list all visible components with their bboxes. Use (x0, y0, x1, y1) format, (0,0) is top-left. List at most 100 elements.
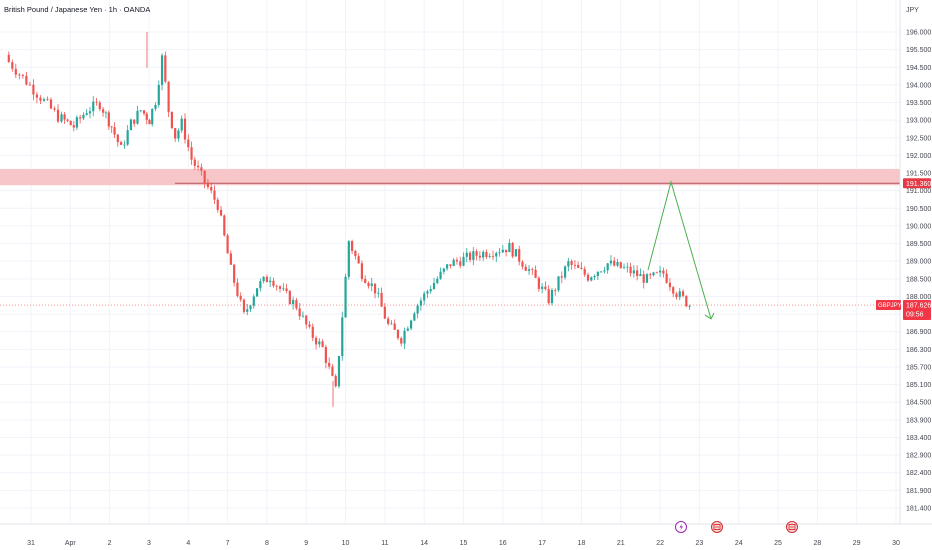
economic-event-icon[interactable] (786, 521, 798, 533)
candle-down (321, 341, 324, 347)
last-price-label: 187.626 (906, 303, 931, 310)
candle-down (236, 282, 239, 296)
price-tick-label: 184.500 (906, 400, 931, 407)
candle-up (318, 341, 321, 345)
time-tick-label: 4 (186, 540, 190, 547)
candle-up (442, 268, 445, 272)
candle-down (360, 263, 364, 279)
price-tick-label: 194.500 (906, 65, 931, 72)
candle-up (136, 110, 139, 124)
candle-up (292, 300, 295, 305)
candle-down (534, 269, 537, 278)
candle-down (21, 74, 24, 76)
price-tick-label: 189.500 (906, 241, 931, 248)
candle-up (104, 112, 108, 114)
candle-down (685, 295, 688, 307)
price-tick-label: 188.500 (906, 276, 931, 283)
candle-down (113, 127, 116, 135)
price-tick-label: 195.500 (906, 47, 931, 54)
candle-down (518, 249, 521, 262)
time-tick-label: 18 (578, 540, 586, 547)
candle-up (337, 356, 341, 387)
candle-down (242, 299, 246, 312)
candle-down (357, 256, 360, 264)
candle-down (110, 126, 113, 128)
candle-up (632, 270, 635, 274)
candle-down (187, 139, 190, 148)
price-tick-label: 183.400 (906, 435, 931, 442)
price-tick-label: 185.100 (906, 382, 931, 389)
candle-down (265, 276, 269, 283)
symbol-label: GBPJPY (878, 303, 902, 309)
projection-arrow (647, 180, 712, 320)
price-axis[interactable]: 196.000 195.500 194.500 194.000 193.500 193.0… (906, 30, 931, 513)
time-axis[interactable]: 31 Apr 2 3 4 7 8 9 10 11 14 15 16 17 18 21 22 23 24 25 28 29 3… (27, 540, 900, 547)
candle-down (193, 159, 196, 166)
candle-down (233, 264, 236, 283)
time-tick-label: 25 (774, 540, 782, 547)
resistance-zone (0, 168, 900, 186)
candle-down (308, 324, 311, 327)
candle-down (455, 259, 459, 262)
candle-up (527, 269, 531, 271)
candle-up (626, 266, 629, 268)
dividend-event-icon[interactable] (675, 521, 687, 533)
candle-down (531, 269, 534, 271)
economic-event-icon[interactable] (711, 521, 723, 533)
candle-down (655, 272, 658, 274)
candle-up (616, 262, 619, 266)
candle-down (380, 292, 383, 307)
candle-up (347, 241, 350, 277)
candle-up (658, 270, 662, 273)
candle-down (511, 242, 514, 257)
candle-down (383, 306, 386, 319)
candle-down (239, 295, 242, 300)
time-tick-label: 22 (656, 540, 664, 547)
price-tick-label: 191.000 (906, 188, 931, 195)
candle-down (367, 282, 370, 287)
candle-up (413, 313, 416, 321)
price-tick-label: 186.300 (906, 347, 931, 354)
candle-up (88, 111, 92, 114)
time-tick-label: 11 (381, 540, 388, 547)
candle-up (439, 271, 442, 279)
price-tick-label: 190.500 (906, 206, 931, 213)
time-tick-label: 16 (499, 540, 507, 547)
candle-down (478, 255, 481, 258)
candle-down (583, 268, 586, 275)
candle-down (95, 101, 98, 103)
candle-up (409, 320, 413, 329)
candle-down (216, 199, 219, 210)
candle-up (432, 282, 436, 290)
candle-down (675, 293, 678, 298)
candle-down (69, 120, 72, 126)
candle-up (269, 280, 272, 283)
candle-down (629, 266, 632, 274)
candle-up (550, 289, 554, 304)
candle-up (452, 259, 455, 266)
candle-down (295, 300, 298, 309)
candle-up (688, 306, 691, 307)
candle-down (39, 97, 42, 101)
price-tick-label: 185.700 (906, 364, 931, 371)
candle-down (101, 109, 105, 113)
candle-up (596, 271, 599, 276)
projection-arrowhead (704, 312, 715, 320)
time-tick-label: Apr (65, 540, 77, 547)
candle-up (472, 251, 475, 261)
candle-down (665, 273, 668, 283)
candle-down (354, 250, 357, 257)
candle-up (603, 270, 606, 272)
candle-up (177, 130, 180, 139)
candle-down (387, 318, 390, 324)
candle-up (514, 249, 518, 257)
resistance-price-badge: 191.360 (903, 178, 931, 189)
price-tick-label: 181.900 (906, 488, 931, 495)
candle-down (203, 170, 206, 183)
candle-up (129, 119, 133, 131)
candle-up (609, 260, 613, 264)
candle-down (570, 261, 573, 265)
candle-down (49, 99, 53, 109)
candle-down (324, 346, 327, 363)
